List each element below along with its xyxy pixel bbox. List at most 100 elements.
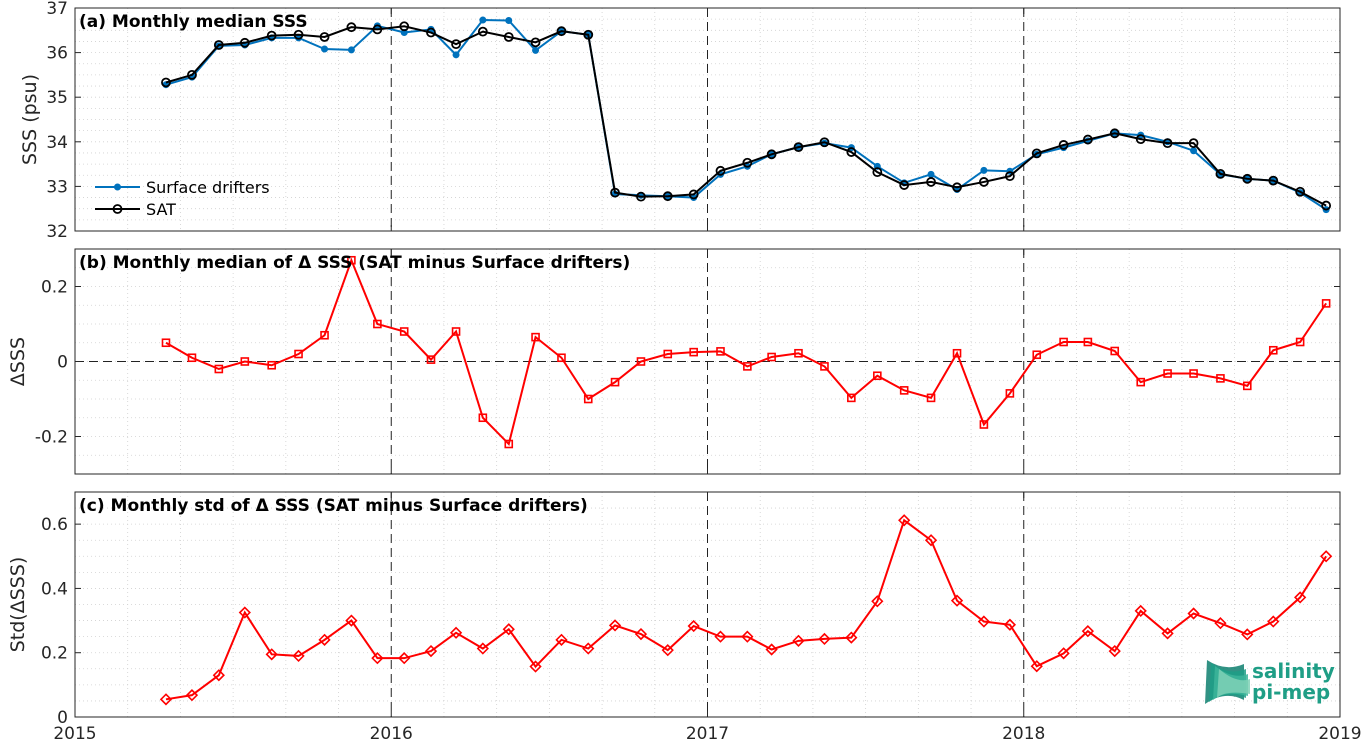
data-point [636, 191, 646, 202]
data-point [161, 77, 171, 88]
data-point [926, 393, 936, 403]
legend: Surface drifters SAT [95, 178, 270, 219]
data-point [347, 46, 355, 54]
data-point [1242, 381, 1252, 391]
data-point [187, 70, 197, 80]
series-line [165, 518, 1327, 701]
data-point [742, 157, 753, 168]
data-point [1268, 175, 1279, 186]
data-point [663, 349, 673, 359]
data-point [952, 348, 962, 358]
data-point [950, 594, 964, 607]
data-point [610, 187, 620, 198]
data-point [927, 170, 935, 178]
data-point [529, 660, 542, 673]
data-point [426, 27, 436, 38]
data-point [980, 166, 988, 174]
x-tick-label: 2018 [1002, 724, 1045, 744]
data-point [899, 386, 909, 395]
logo-wave [1217, 669, 1250, 698]
data-point [871, 595, 884, 608]
data-point [820, 362, 829, 371]
data-point [1321, 299, 1331, 308]
data-point [1295, 186, 1306, 197]
data-point [1108, 644, 1121, 658]
data-point [794, 348, 803, 358]
data-point [292, 649, 305, 663]
data-point [1241, 628, 1254, 641]
data-point [1083, 337, 1093, 347]
panel-a: 32 33 34 35 36 37 SSS (psu) (a) Monthly median … [19, 0, 1341, 242]
y-tick-label: 34 [46, 133, 68, 153]
panel-c: 0 0.2 0.4 0.6 2015 2016 2017 2018 2019 Std(ΔSSS) (… [7, 491, 1362, 744]
data-point [845, 631, 858, 644]
data-point [1057, 647, 1070, 660]
data-point [556, 26, 567, 37]
data-point [765, 643, 778, 656]
data-point [531, 332, 540, 342]
data-point [1268, 345, 1278, 355]
data-point [161, 338, 171, 348]
data-point [636, 357, 646, 366]
y-tick-label: 37 [46, 0, 68, 19]
data-point [532, 46, 540, 54]
data-point [898, 514, 911, 527]
data-point [583, 394, 593, 404]
data-point [187, 353, 197, 363]
data-point [371, 652, 384, 665]
data-point [1162, 138, 1173, 149]
data-point [714, 630, 727, 643]
data-point [214, 364, 224, 374]
data-point [1163, 369, 1172, 378]
logo-line2: pi-mep [1252, 680, 1330, 704]
data-point [1030, 660, 1043, 673]
data-point [1189, 369, 1198, 378]
data-point [1032, 350, 1042, 360]
panel-title: (b) Monthly median of Δ SSS (SAT minus S… [79, 253, 630, 273]
data-point [610, 377, 620, 387]
data-point [502, 623, 515, 636]
data-point [792, 634, 805, 647]
data-point [1003, 618, 1017, 631]
data-point [266, 30, 277, 41]
data-point [318, 633, 331, 646]
series-line [165, 257, 1327, 446]
data-point [1242, 173, 1253, 184]
data-point [399, 327, 409, 336]
data-point [1134, 604, 1147, 618]
data-point [661, 644, 674, 657]
data-point [238, 606, 251, 619]
data-point [1005, 389, 1015, 398]
data-point [926, 177, 936, 187]
data-point [1110, 346, 1120, 356]
data-point [319, 32, 330, 42]
data-point [239, 37, 250, 48]
data-point [399, 21, 410, 32]
data-point [346, 22, 357, 33]
data-point [1004, 171, 1015, 182]
data-point [347, 255, 356, 265]
data-point [503, 32, 514, 42]
data-point [398, 652, 411, 665]
y-tick-label: 0.2 [41, 644, 68, 664]
data-point [766, 149, 777, 160]
data-point [479, 16, 487, 24]
data-point [688, 189, 699, 200]
data-point [265, 648, 278, 661]
y-tick-label: 0 [57, 708, 68, 728]
data-point [1267, 615, 1280, 628]
data-point [426, 355, 436, 364]
data-point [846, 147, 857, 157]
data-point [716, 347, 725, 356]
data-point [1295, 337, 1305, 347]
data-point [1215, 169, 1226, 179]
data-point [977, 615, 991, 628]
y-tick-label: 32 [46, 222, 68, 242]
series-sat [161, 21, 1332, 211]
data-point [212, 669, 225, 682]
x-tick-label: 2017 [686, 724, 729, 744]
data-point [1187, 607, 1200, 620]
y-tick-label: 35 [46, 88, 68, 108]
data-point [689, 347, 698, 357]
